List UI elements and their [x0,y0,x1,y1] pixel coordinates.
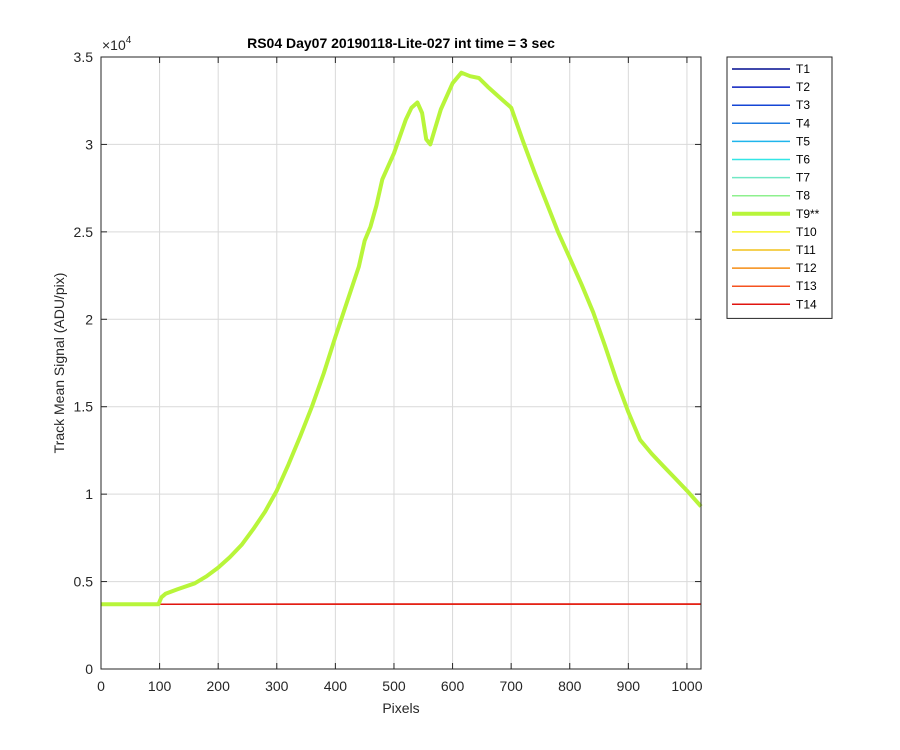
legend-entry: T3 [796,98,810,112]
x-axis-label: Pixels [382,700,419,716]
x-tick-label: 600 [441,678,465,694]
x-tick-label: 300 [265,678,289,694]
legend-entry: T6 [796,153,810,167]
x-tick-label: 200 [207,678,231,694]
legend-entry: T1 [796,62,810,76]
chart-title: RS04 Day07 20190118-Lite-027 int time = … [247,35,555,51]
legend-entry: T2 [796,80,810,94]
x-tick-label: 100 [148,678,172,694]
legend-entry: T12 [796,261,817,275]
x-tick-label: 700 [499,678,523,694]
y-exponent-base: ×10 [102,37,126,53]
legend-entry: T9** [796,207,820,221]
x-tick-label: 500 [382,678,406,694]
legend: T1 T2 T3 T4 T5 T6 T7 T8 T9** T10 T11 T12 T13 T14 [726,56,833,319]
y-tick-label: 2 [85,311,93,327]
series-line-t9 [101,70,703,607]
x-tick-label: 800 [558,678,582,694]
legend-entry: T10 [796,225,817,239]
x-tick-label: 0 [97,678,105,694]
legend-entry: T4 [796,116,810,130]
legend-entry: T7 [796,171,810,185]
y-tick-label: 2.5 [74,224,94,240]
legend-entry: T8 [796,189,810,203]
y-tick-label: 3 [85,136,93,152]
x-tick-label: 400 [324,678,348,694]
x-tick-label: 900 [617,678,641,694]
y-tick-label: 1.5 [74,399,94,415]
y-axis-label: Track Mean Signal (ADU/pix) [51,273,67,454]
legend-entry: T14 [796,297,817,311]
ticks: 0 100 200 300 400 500 600 700 800 900 1000 0 0.5 1 1.5… [74,49,703,694]
legend-entry: T13 [796,279,817,293]
legend-box [726,56,833,319]
series-layer [101,70,703,607]
legend-entry: T5 [796,134,810,148]
y-tick-label: 0 [85,661,93,677]
y-tick-label: 0.5 [74,574,94,590]
legend-entry: T11 [796,243,816,257]
y-tick-label: 3.5 [74,49,94,65]
y-axis-exponent: ×104 [102,35,132,53]
plot-area [100,56,702,670]
y-tick-label: 1 [85,486,93,502]
x-tick-label: 1000 [671,678,702,694]
y-exponent-power: 4 [126,35,132,46]
